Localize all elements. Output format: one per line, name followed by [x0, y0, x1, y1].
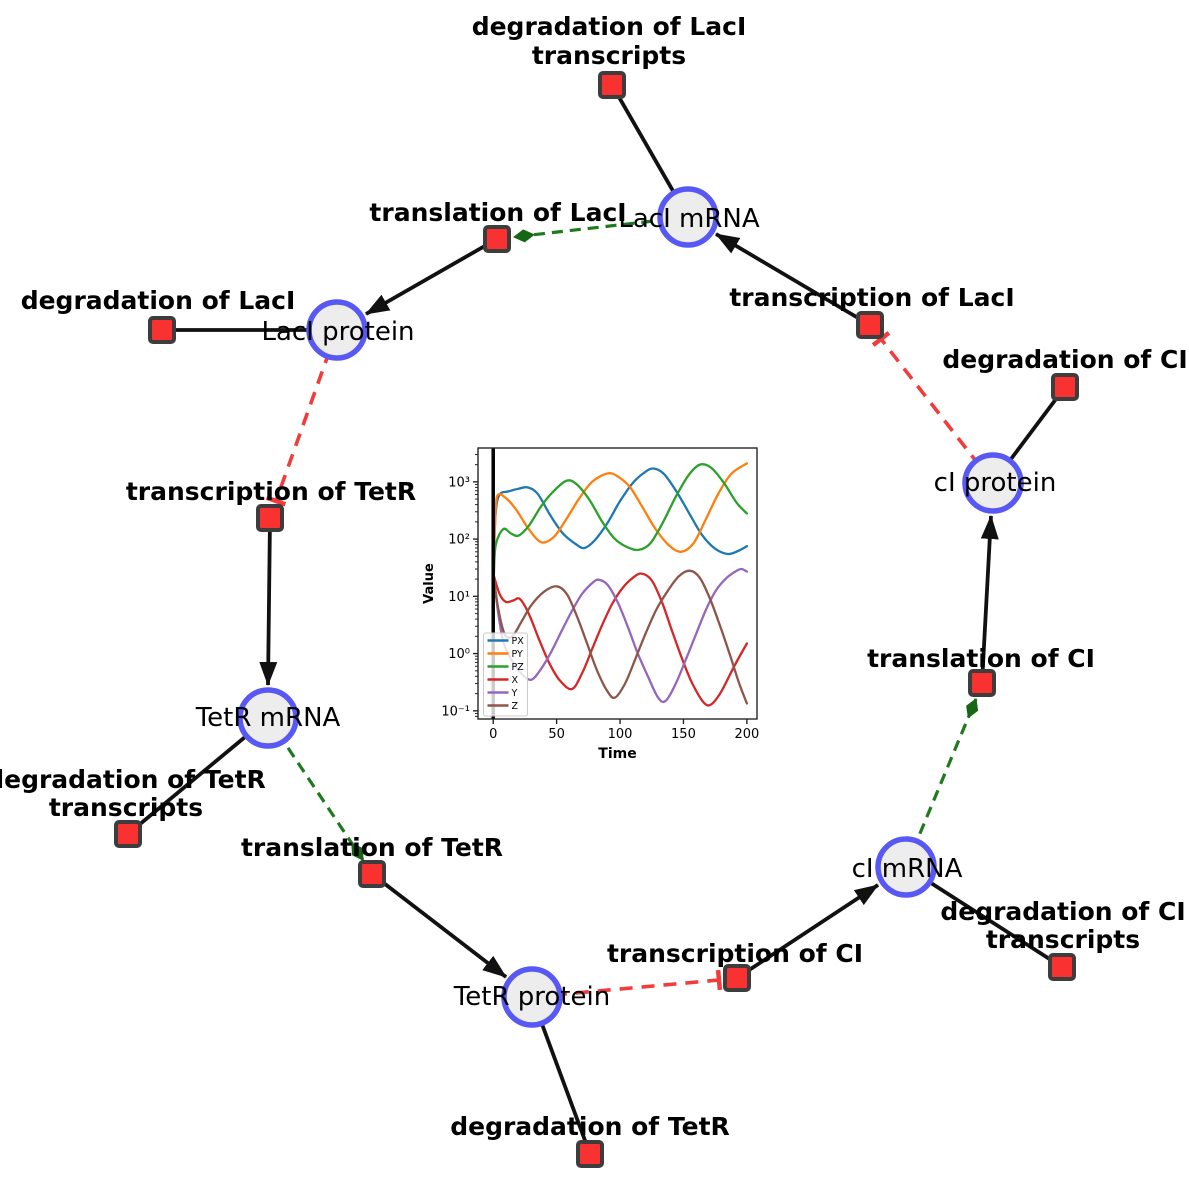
legend-label-Z: Z — [512, 701, 519, 712]
reaction-node-layer — [114, 71, 1079, 1168]
legend-label-X: X — [512, 675, 519, 686]
reaction-label-deg-ci-transcripts-2: transcripts — [986, 925, 1140, 954]
reaction-node-deg-tetr — [576, 1140, 604, 1168]
species-node-layer — [237, 186, 1024, 1028]
plot-line-X — [492, 572, 749, 707]
reaction-node-transcription-ci — [723, 964, 751, 992]
plot-line-Y — [492, 567, 749, 704]
reaction-node-translation-laci — [483, 225, 511, 253]
species-node-laci-mrna — [657, 186, 719, 248]
reaction-label-transcription-ci: transcription of CI — [607, 939, 863, 968]
edge-inhibition-tetrprotein-transcriptionci — [531, 969, 723, 999]
reaction-node-deg-ci-transcripts — [1048, 953, 1076, 981]
reaction-node-translation-ci — [968, 669, 996, 697]
edge-translation-to-laciprotein — [365, 237, 498, 316]
x-tick-label: 0 — [489, 727, 497, 742]
species-node-laci-protein — [306, 299, 368, 361]
edge-transcription-to-cimrna — [735, 883, 880, 980]
species-label-ci-mrna: cI mRNA — [852, 854, 963, 884]
x-tick-label: 200 — [734, 727, 759, 742]
reaction-label-transcription-laci: transcription of LacI — [729, 283, 1014, 312]
plot-line-PY — [492, 462, 749, 564]
reaction-node-transcription-laci — [856, 311, 884, 339]
reaction-label-transcription-tetr: transcription of TetR — [126, 477, 416, 506]
reaction-label-deg-ci-transcripts-1: degradation of CI — [940, 897, 1185, 926]
plot-line-Z — [492, 569, 749, 705]
edge-cimrna-degradation — [904, 865, 1064, 969]
timeseries-plot: 10⁻¹ 10⁰ 10¹ 10² 10³ 0 50 100 150 200 Time Value PX P… — [422, 447, 759, 762]
species-node-tetr-mrna — [237, 687, 299, 749]
edge-catalysis-lacimrna-translation — [513, 215, 689, 243]
reaction-label-deg-tetr-transcripts-2: transcripts — [49, 793, 203, 822]
edge-translation-to-ciprotein — [980, 515, 999, 684]
edge-transcription-to-lacimrna — [715, 232, 871, 327]
y-tick-label: 10¹ — [448, 590, 470, 605]
species-label-laci-mrna: LacI mRNA — [618, 204, 759, 234]
y-tick-label: 10⁻¹ — [441, 704, 470, 719]
reaction-label-translation-tetr: translation of TetR — [241, 833, 503, 862]
reaction-node-deg-tetr-transcripts — [114, 820, 142, 848]
x-tick-label: 100 — [608, 727, 633, 742]
reaction-node-translation-tetr — [358, 860, 386, 888]
y-tick-label: 10² — [448, 533, 470, 548]
reaction-node-deg-laci — [148, 316, 176, 344]
label-layer: LacI mRNA LacI protein TetR mRNA TetR pr… — [0, 12, 1188, 1141]
reaction-label-deg-tetr-transcripts-1: degradation of TetR — [0, 765, 266, 794]
species-label-tetr-mrna: TetR mRNA — [195, 703, 341, 733]
species-node-tetr-protein — [501, 966, 563, 1028]
species-node-ci-protein — [962, 452, 1024, 514]
edge-transcription-to-tetrmrna — [259, 517, 278, 686]
species-node-ci-mrna — [875, 836, 937, 898]
reaction-label-deg-ci: degradation of CI — [942, 345, 1187, 374]
legend-label-PZ: PZ — [512, 662, 525, 673]
reaction-node-transcription-tetr — [256, 504, 284, 532]
legend-label-Y: Y — [511, 688, 518, 699]
x-axis-label: Time — [598, 746, 636, 762]
reaction-label-translation-laci: translation of LacI — [369, 198, 626, 227]
x-tick-label: 50 — [548, 727, 565, 742]
plot-axes-box — [477, 447, 758, 720]
plot-series — [492, 462, 749, 707]
edge-catalysis-cimrna-translation — [904, 698, 979, 868]
species-label-tetr-protein: TetR protein — [453, 982, 610, 1012]
reaction-label-deg-laci: degradation of LacI — [21, 286, 296, 315]
reaction-label-deg-tetr: degradation of TetR — [450, 1112, 730, 1141]
reaction-label-deg-laci-transcripts-2: transcripts — [532, 41, 686, 70]
edge-translation-to-tetrprotein — [370, 872, 508, 979]
species-label-laci-protein: LacI protein — [261, 317, 414, 347]
reaction-node-deg-laci-transcripts — [598, 71, 626, 99]
legend-label-PX: PX — [512, 636, 525, 647]
y-axis-label: Value — [422, 563, 437, 604]
reaction-node-deg-ci — [1051, 373, 1079, 401]
y-tick-label: 10³ — [448, 475, 470, 490]
reaction-label-deg-laci-transcripts-1: degradation of LacI — [472, 12, 747, 41]
plot-line-PX — [492, 467, 749, 556]
legend-label-PY: PY — [512, 649, 524, 660]
reaction-label-translation-ci: translation of CI — [867, 644, 1095, 673]
y-tick-label: 10⁰ — [448, 647, 470, 662]
species-label-ci-protein: cI protein — [934, 468, 1057, 498]
plot-line-PZ — [492, 463, 749, 575]
x-tick-label: 150 — [671, 727, 696, 742]
